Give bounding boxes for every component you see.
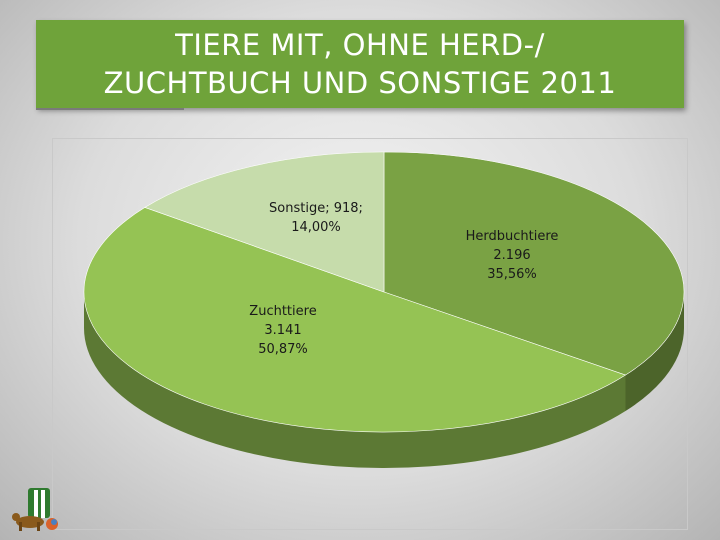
title-underline [36, 108, 184, 110]
pie-side-herdbuchtiere [625, 292, 684, 412]
logo-icon [12, 488, 58, 531]
slice-label-sonstige: Sonstige; 918; 14,00% [269, 201, 363, 235]
pie-slice-sonstige [144, 151, 385, 293]
title-banner [36, 20, 684, 108]
pie-side-layer [84, 292, 684, 469]
pie-label-layer: Herdbuchtiere 2.196 35,56% Zuchttiere 3.141 5… [249, 201, 558, 357]
pie-side-zuchttiere [84, 292, 626, 469]
chart-frame [52, 138, 688, 530]
pie-slice-herdbuchtiere [383, 151, 685, 376]
pie-top-layer [83, 151, 685, 433]
slide-title: TIERE MIT, OHNE HERD-/ ZUCHTBUCH UND SON… [103, 28, 617, 100]
pie-slice-zuchttiere [83, 207, 627, 433]
slice-label-zuchttiere: Zuchttiere 3.141 50,87% [249, 304, 316, 357]
slice-label-herdbuchtiere: Herdbuchtiere 2.196 35,56% [466, 229, 559, 282]
